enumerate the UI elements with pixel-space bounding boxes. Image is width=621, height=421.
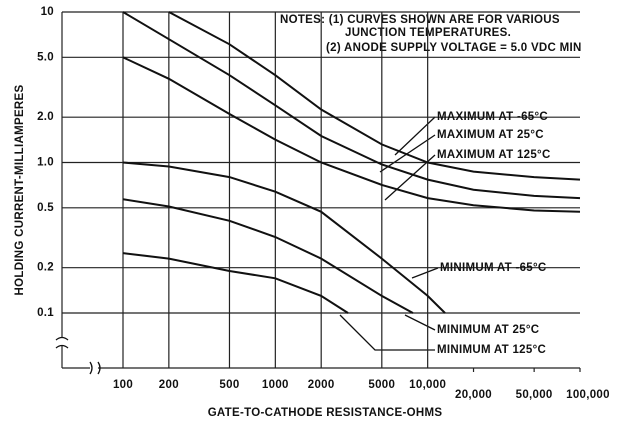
x-tick-label: 5000	[368, 379, 395, 391]
x-tick-label: 500	[219, 379, 239, 391]
x-axis-label: GATE-TO-CATHODE RESISTANCE-OHMS	[208, 407, 443, 419]
curve	[168, 11, 581, 181]
curve-label: MAXIMUM AT 25°C	[437, 129, 544, 141]
note: NOTES: (1) CURVES SHOWN ARE FOR VARIOUS	[280, 14, 560, 26]
curve	[122, 252, 349, 314]
curve-label: MAXIMUM AT -65°C	[437, 111, 548, 123]
x-tick-label: 200	[159, 379, 179, 391]
y-tick-label: 0.2	[37, 262, 54, 274]
y-tick-label: 5.0	[37, 51, 54, 63]
curve-label: MINIMUM AT 25°C	[437, 324, 539, 336]
leader-line	[339, 314, 435, 351]
x-tick-label: 100	[113, 379, 133, 391]
x-tick-label: 20,000	[455, 389, 492, 401]
curve	[122, 198, 414, 314]
x-tick-label: 100,000	[566, 389, 610, 401]
curve-label: MINIMUM AT -65°C	[440, 262, 547, 274]
y-tick-label: 1.0	[37, 157, 54, 169]
y-axis-label: HOLDING CURRENT-MILLIAMPERES	[14, 85, 26, 296]
x-tick-label: 2000	[308, 379, 335, 391]
y-tick-label: 2.0	[37, 111, 54, 123]
leader-line	[394, 116, 436, 156]
axis-break	[55, 336, 69, 349]
x-tick-label: 50,000	[516, 389, 553, 401]
note: (2) ANODE SUPPLY VOLTAGE = 5.0 VDC MIN	[326, 42, 582, 54]
curve-label: MINIMUM AT 125°C	[437, 344, 546, 356]
y-tick-label: 0.5	[37, 202, 54, 214]
curve-label: MAXIMUM AT 125°C	[437, 149, 551, 161]
leader-line	[404, 314, 436, 331]
x-tick-label: 10,000	[409, 379, 446, 391]
x-tick-label: 1000	[262, 379, 289, 391]
curve	[122, 11, 581, 200]
curve	[122, 161, 446, 314]
curve	[122, 56, 581, 213]
y-tick-label: 0.1	[37, 307, 54, 319]
y-tick-label: 10	[41, 6, 54, 18]
axis-break	[89, 361, 101, 375]
leader-line	[411, 267, 439, 279]
